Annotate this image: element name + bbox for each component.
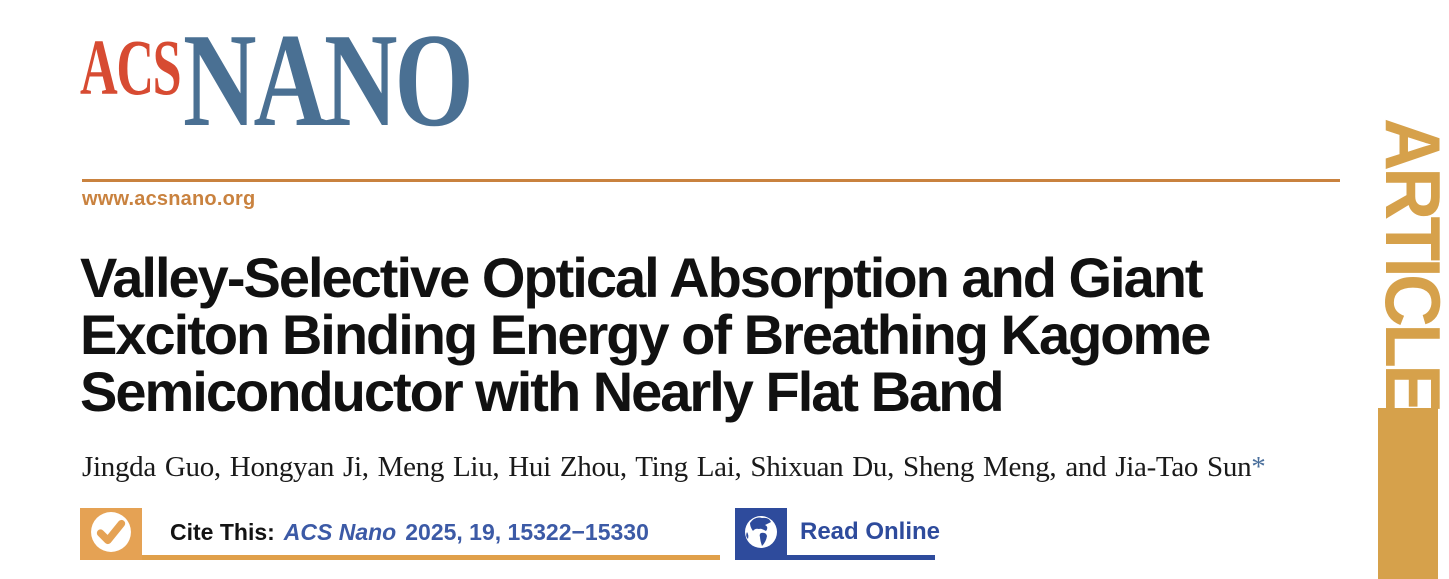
header-divider (82, 179, 1340, 182)
paper-title: Valley-Selective Optical Absorption and … (80, 246, 1211, 423)
cite-this-entry[interactable]: Cite This: ACS Nano 2025, 19, 15322−1533… (170, 508, 649, 556)
paper-title-line-2: Exciton Binding Energy of Breathing Kago… (80, 303, 1211, 366)
cite-this-badge[interactable] (80, 508, 142, 560)
check-icon (90, 511, 132, 558)
globe-icon (741, 512, 781, 557)
corresponding-author-mark[interactable]: * (1251, 451, 1266, 483)
article-type-banner: ARTICLE (1369, 118, 1449, 410)
cite-journal-name: ACS Nano (283, 518, 397, 545)
read-online-underline (787, 555, 935, 560)
cite-this-label: Cite This: (170, 518, 275, 545)
read-online-badge[interactable] (735, 508, 787, 560)
author-list: Jingda Guo, Hongyan Ji, Meng Liu, Hui Zh… (82, 451, 1266, 484)
cite-this-underline (142, 555, 720, 560)
logo-acs-text: ACS (80, 25, 182, 112)
cite-reference: 2025, 19, 15322−15330 (405, 518, 649, 545)
read-online-link[interactable]: Read Online (800, 518, 941, 545)
article-banner-block (1378, 408, 1438, 579)
journal-website-link[interactable]: www.acsnano.org (82, 188, 256, 210)
logo-nano-text: NANO (183, 6, 474, 154)
author-names: Jingda Guo, Hongyan Ji, Meng Liu, Hui Zh… (82, 451, 1252, 483)
paper-title-line-1: Valley-Selective Optical Absorption and … (80, 246, 1204, 309)
paper-title-line-3: Semiconductor with Nearly Flat Band (80, 360, 1005, 423)
